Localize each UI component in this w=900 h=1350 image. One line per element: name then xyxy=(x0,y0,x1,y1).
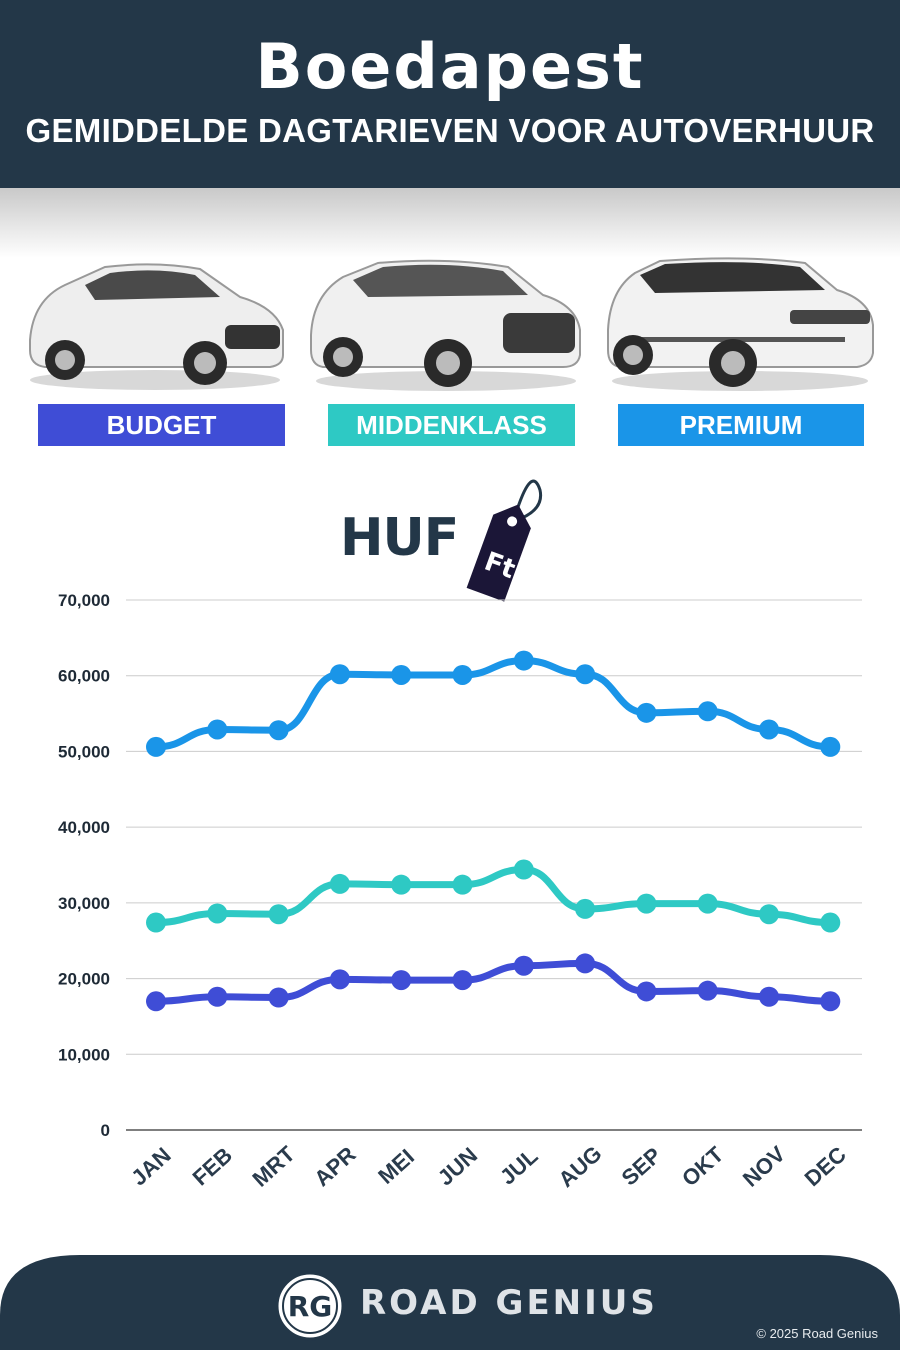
footer-banner xyxy=(0,1255,900,1350)
data-point-middenklass xyxy=(636,893,657,914)
price-tag-icon: Ft xyxy=(466,479,543,602)
data-point-premium xyxy=(759,719,779,740)
x-tick-label: APR xyxy=(309,1142,360,1192)
data-point-middenklass xyxy=(329,873,350,894)
page-subtitle: GEMIDDELDE DAGTARIEVEN VOOR AUTOVERHUUR xyxy=(25,112,875,149)
data-point-middenklass xyxy=(452,874,473,895)
y-tick-label: 30,000 xyxy=(58,894,110,913)
series-line-premium xyxy=(152,657,834,751)
data-point-premium xyxy=(146,736,166,757)
data-point-premium xyxy=(575,664,596,685)
data-point-budget xyxy=(575,953,596,974)
currency-label: HUF xyxy=(340,508,459,568)
x-tick-label: FEB xyxy=(188,1142,237,1190)
data-point-budget xyxy=(146,991,166,1012)
data-point-middenklass xyxy=(207,903,228,924)
y-tick-label: 10,000 xyxy=(58,1045,110,1064)
x-tick-label: JUL xyxy=(495,1143,543,1189)
x-tick-label: JUN xyxy=(433,1142,482,1190)
data-point-premium xyxy=(391,664,412,685)
x-tick-label: NOV xyxy=(738,1141,790,1192)
data-point-premium xyxy=(636,702,657,723)
header-banner xyxy=(0,0,900,188)
data-point-budget xyxy=(207,986,228,1007)
data-point-middenklass xyxy=(391,874,412,895)
x-tick-label: MEI xyxy=(373,1144,419,1189)
data-point-middenklass xyxy=(268,904,289,925)
series-line-budget xyxy=(152,959,834,1005)
budget-car-icon xyxy=(29,263,284,390)
header-shadow xyxy=(0,188,900,258)
line-chart: 0 10,000 20,000 30,000 40,000 50,000 60,000 70,… xyxy=(58,591,862,1192)
data-point-premium xyxy=(268,720,289,741)
x-tick-label: MRT xyxy=(248,1141,301,1192)
data-point-budget xyxy=(391,970,412,991)
data-point-middenklass xyxy=(759,904,779,925)
data-point-budget xyxy=(636,981,657,1002)
svg-text:RG: RG xyxy=(288,1290,333,1323)
data-point-budget xyxy=(452,970,473,991)
data-point-premium xyxy=(513,650,534,671)
data-point-premium xyxy=(452,664,473,685)
data-point-budget xyxy=(268,987,289,1008)
data-point-budget xyxy=(820,991,841,1012)
category-budget: BUDGET xyxy=(38,404,285,446)
data-point-budget xyxy=(759,986,779,1007)
y-tick-label: 20,000 xyxy=(58,970,110,989)
premium-car-icon xyxy=(607,257,874,391)
midsize-car-icon xyxy=(310,259,581,391)
data-point-premium xyxy=(329,664,350,685)
y-tick-label: 70,000 xyxy=(58,591,110,610)
x-tick-label: SEP xyxy=(617,1142,666,1190)
data-point-premium xyxy=(697,701,718,722)
x-tick-label: OKT xyxy=(677,1141,729,1191)
data-point-premium xyxy=(207,719,228,740)
copyright-text: © 2025 Road Genius xyxy=(756,1326,878,1341)
page-title: Boedapest xyxy=(255,30,645,103)
x-tick-label: DEC xyxy=(800,1142,851,1192)
category-premium: PREMIUM xyxy=(618,404,864,446)
y-tick-label: 0 xyxy=(101,1121,110,1140)
x-tick-label: JAN xyxy=(126,1142,175,1190)
series-line-middenklass xyxy=(152,866,834,927)
y-tick-label: 40,000 xyxy=(58,818,110,837)
data-point-middenklass xyxy=(575,898,596,919)
data-point-middenklass xyxy=(697,893,718,914)
y-tick-label: 50,000 xyxy=(58,742,110,761)
data-point-premium xyxy=(820,736,841,757)
brand-name: ROAD GENIUS xyxy=(360,1283,658,1323)
data-point-budget xyxy=(697,980,718,1001)
y-tick-label: 60,000 xyxy=(58,667,110,686)
data-point-middenklass xyxy=(146,912,166,933)
data-point-budget xyxy=(513,955,534,976)
data-point-middenklass xyxy=(820,912,841,933)
category-middenklass: MIDDENKLASS xyxy=(328,404,575,446)
x-tick-label: AUG xyxy=(554,1141,607,1192)
road-genius-logo-icon: RG xyxy=(275,1271,345,1341)
data-point-budget xyxy=(329,969,350,990)
data-point-middenklass xyxy=(513,859,534,880)
